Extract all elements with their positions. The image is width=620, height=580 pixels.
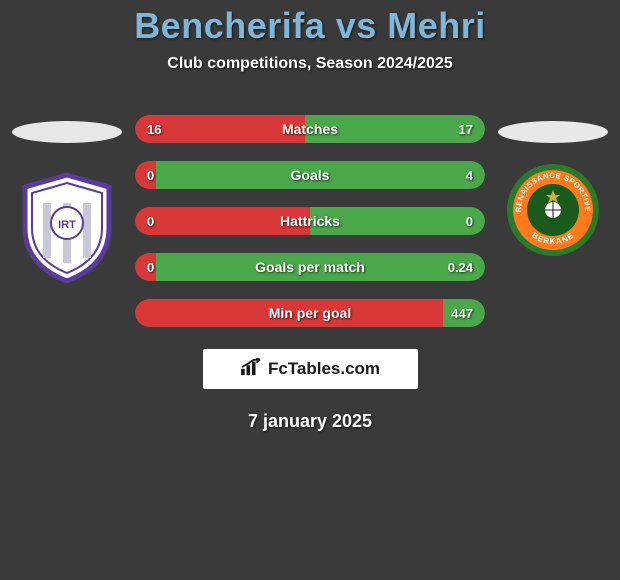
stat-label: Min per goal [135, 299, 485, 327]
stat-label: Hattricks [135, 207, 485, 235]
stat-label: Goals [135, 161, 485, 189]
brand-label: FcTables.com [268, 359, 380, 379]
ellipse-shadow-right [498, 121, 608, 143]
page-title: Bencherifa vs Mehri [0, 5, 620, 47]
right-team-crest: RENAISSANCE SPORTIVE BERKANE [503, 155, 603, 265]
brand-box[interactable]: FcTables.com [203, 349, 418, 389]
main-row: IRT 1617Matches 04Goals 00Hattricks 00.24Go… [0, 103, 620, 327]
stats-bars: 1617Matches 04Goals 00Hattricks 00.24Goals … [135, 115, 485, 327]
right-column: RENAISSANCE SPORTIVE BERKANE [493, 103, 613, 265]
chart-icon [240, 358, 262, 381]
left-team-crest: IRT [17, 173, 117, 283]
ellipse-shadow-left [12, 121, 122, 143]
subtitle: Club competitions, Season 2024/2025 [0, 55, 620, 73]
stat-bar: 447Min per goal [135, 299, 485, 327]
stat-bar: 1617Matches [135, 115, 485, 143]
stat-bar: 00.24Goals per match [135, 253, 485, 281]
svg-text:IRT: IRT [58, 219, 76, 231]
stat-label: Goals per match [135, 253, 485, 281]
stat-bar: 00Hattricks [135, 207, 485, 235]
date-line: 7 january 2025 [0, 411, 620, 432]
infographic-container: Bencherifa vs Mehri Club competitions, S… [0, 0, 620, 450]
stat-label: Matches [135, 115, 485, 143]
left-column: IRT [7, 103, 127, 283]
stat-bar: 04Goals [135, 161, 485, 189]
